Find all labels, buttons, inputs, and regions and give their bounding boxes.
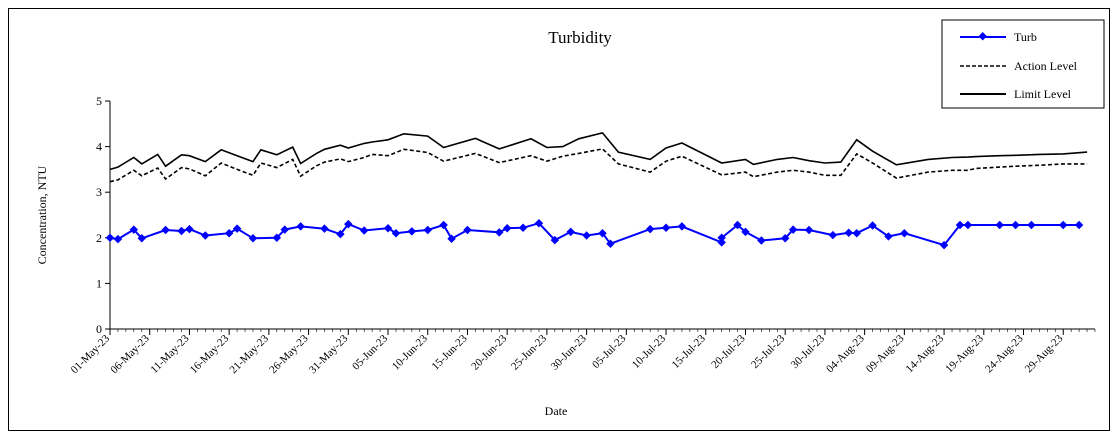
data-point-turb: [463, 225, 472, 235]
data-point-turb: [232, 224, 242, 233]
data-point-turb: [248, 234, 258, 243]
x-tick-label: 10-Jul-23: [630, 332, 669, 371]
chart-title: Turbidity: [548, 28, 612, 47]
x-tick-label: 25-Jun-23: [509, 332, 549, 372]
chart-frame: [8, 8, 1110, 431]
data-point-turb: [224, 228, 234, 238]
series-line-limit-level: [109, 132, 1088, 171]
data-point-turb: [1074, 220, 1084, 230]
data-point-turb: [566, 227, 575, 237]
data-point-turb: [844, 228, 853, 238]
x-tick-label: 06-May-23: [108, 332, 152, 376]
data-point-turb: [494, 228, 504, 237]
y-tick-label: 2: [96, 231, 102, 245]
x-axis-label: Date: [545, 404, 568, 418]
x-tick-label: 25-Jul-23: [749, 332, 788, 371]
data-point-turb: [177, 226, 186, 236]
x-tick-label: 24-Aug-23: [983, 332, 1026, 375]
data-point-turb: [383, 223, 393, 233]
legend-label-action-level: Action Level: [1014, 59, 1078, 73]
data-point-turb: [963, 220, 973, 230]
data-point-turb: [344, 219, 353, 229]
data-point-turb: [1011, 220, 1020, 230]
data-point-turb: [113, 234, 123, 244]
data-point-turb: [804, 225, 814, 235]
legend: Turb Action Level Limit Level: [941, 19, 1105, 109]
x-tick-label: 14-Aug-23: [904, 332, 947, 375]
data-point-turb: [336, 229, 345, 239]
y-axis-label: Concentration, NTU: [35, 165, 49, 264]
x-tick-label: 20-Jul-23: [709, 332, 748, 371]
x-tick-label: 16-May-23: [188, 332, 232, 376]
y-tick-label: 0: [96, 322, 102, 336]
data-point-turb: [161, 225, 170, 235]
legend-label-limit-level: Limit Level: [1014, 87, 1072, 101]
data-point-turb: [502, 223, 512, 233]
data-point-turb: [447, 234, 456, 243]
data-point-turb: [645, 224, 655, 234]
x-tick-label: 05-Jun-23: [350, 332, 390, 372]
data-point-turb: [423, 225, 432, 235]
series-line-action-level: [109, 148, 1088, 183]
y-tick-label: 1: [96, 276, 102, 290]
x-tick-label: 11-May-23: [148, 332, 192, 376]
data-point-turb: [129, 225, 139, 234]
data-point-turb: [900, 228, 909, 238]
data-point-turb: [995, 220, 1004, 230]
series-line-turb: [109, 222, 1080, 247]
legend-label-turb: Turb: [1014, 30, 1037, 44]
x-tick-label: 15-Jun-23: [430, 332, 470, 372]
data-point-turb: [272, 233, 282, 243]
x-tick-label: 26-May-23: [267, 332, 311, 376]
data-point-turb: [320, 224, 329, 233]
x-tick-label: 29-Aug-23: [1023, 332, 1066, 375]
data-point-turb: [1027, 220, 1036, 230]
y-tick-label: 5: [96, 94, 102, 108]
data-point-turb: [201, 231, 210, 240]
x-tick-label: 09-Aug-23: [864, 332, 907, 375]
data-point-turb: [407, 227, 417, 236]
data-point-turb: [828, 230, 838, 240]
data-point-turb: [582, 231, 591, 240]
data-point-turb: [439, 220, 448, 230]
data-point-turb: [391, 228, 401, 238]
y-tick-label: 3: [96, 185, 102, 199]
x-tick-label: 15-Jul-23: [670, 332, 709, 371]
data-point-turb: [105, 233, 115, 243]
data-point-turb: [757, 236, 766, 245]
data-point-turb: [137, 234, 147, 243]
data-point-turb: [296, 222, 305, 231]
x-tick-label: 31-May-23: [307, 332, 351, 376]
x-tick-label: 01-May-23: [69, 332, 113, 376]
data-point-turb: [280, 225, 290, 234]
x-tick-label: 10-Jun-23: [390, 332, 430, 372]
legend-marker-turb: [978, 32, 987, 41]
x-tick-label: 30-Jul-23: [789, 332, 828, 371]
x-tick-label: 21-May-23: [228, 332, 272, 376]
data-point-turb: [359, 226, 369, 235]
x-tick-label: 04-Aug-23: [824, 332, 867, 375]
plot-area: [105, 132, 1088, 250]
data-point-turb: [852, 228, 861, 238]
x-tick-label: 19-Aug-23: [943, 332, 986, 375]
x-tick-label: 05-Jul-23: [590, 332, 629, 371]
data-point-turb: [185, 224, 194, 234]
y-tick-label: 4: [96, 140, 102, 154]
x-tick-label: 30-Jun-23: [549, 332, 589, 372]
data-point-turb: [677, 222, 687, 231]
x-tick-label: 20-Jun-23: [469, 332, 509, 372]
data-point-turb: [1058, 220, 1068, 230]
data-point-turb: [518, 223, 528, 233]
data-point-turb: [661, 223, 671, 233]
